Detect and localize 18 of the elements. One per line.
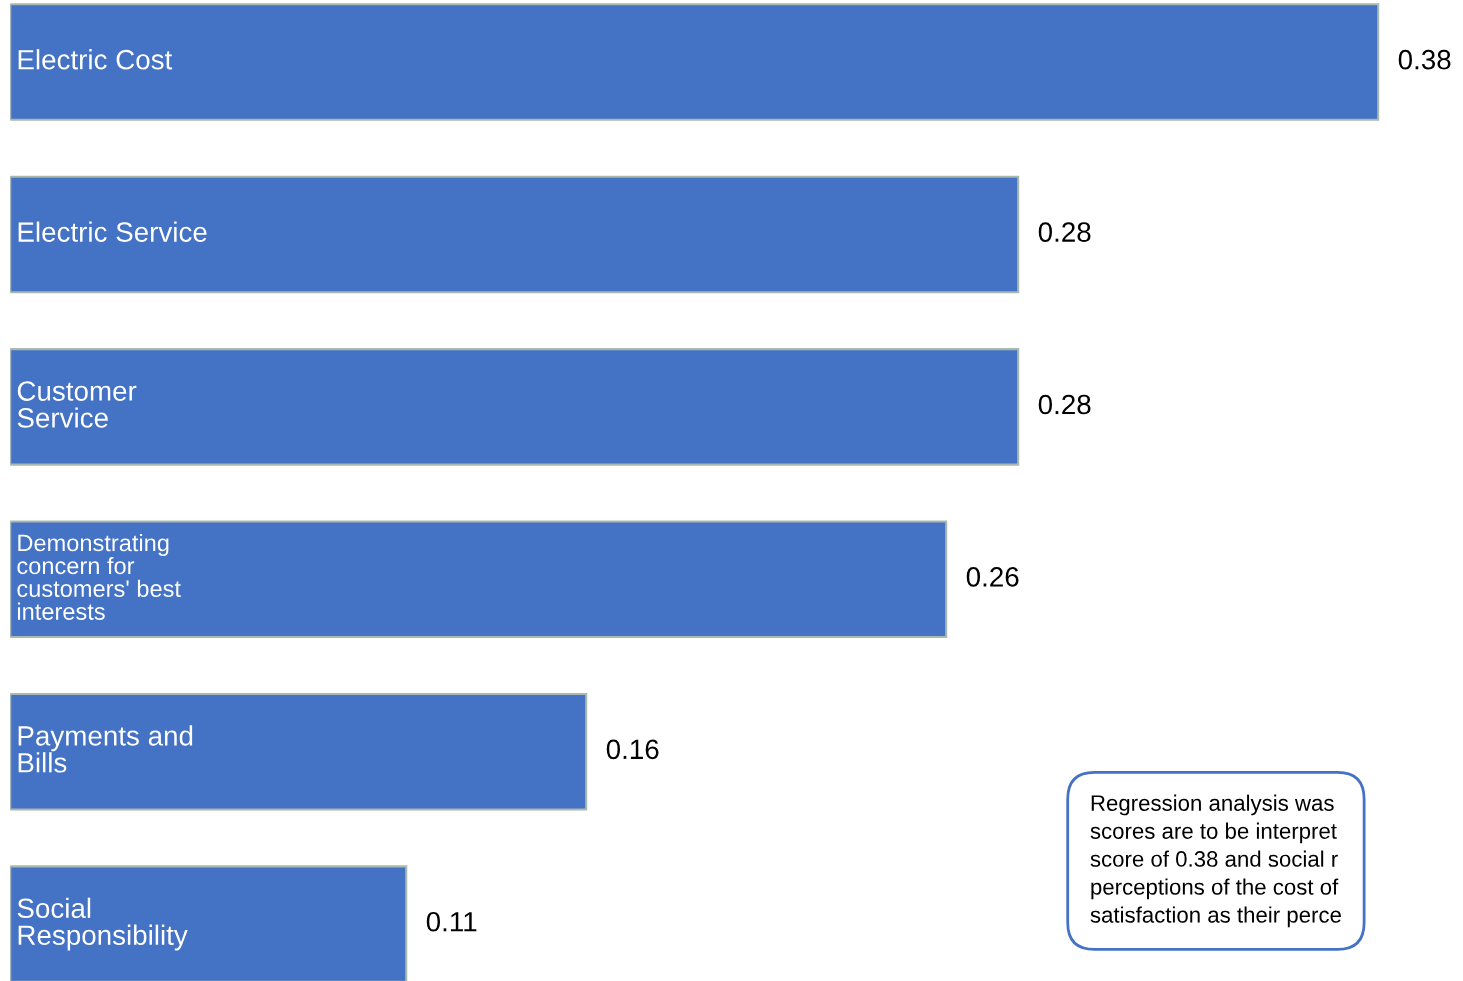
y-tick-label: Electric Service (18, 221, 207, 242)
y-tick-label: Customer Service (17, 381, 137, 428)
bar (10, 692, 588, 811)
data-label: 0.16 (606, 739, 659, 760)
data-label: 0.26 (966, 567, 1019, 587)
y-tick-label: Demonstrating concern for customers' best interests (17, 533, 181, 620)
y-tick-label: Electric Cost (18, 49, 173, 70)
y-tick-label: Social Responsibility (17, 897, 188, 951)
data-label: 0.11 (426, 911, 477, 932)
bar (10, 348, 1020, 466)
data-label: 0.28 (1038, 394, 1091, 415)
y-tick-label: Payments and Bills (18, 725, 193, 773)
bar (10, 3, 1380, 121)
bar (10, 175, 1020, 294)
data-label: 0.28 (1038, 222, 1091, 242)
data-label: 0.38 (1398, 49, 1451, 70)
annotation: Regression analysis was scores are to be interpret score of 0.38 and social r perceptions of the cost of satisfaction as their perce (1090, 794, 1341, 928)
bar (10, 520, 948, 639)
